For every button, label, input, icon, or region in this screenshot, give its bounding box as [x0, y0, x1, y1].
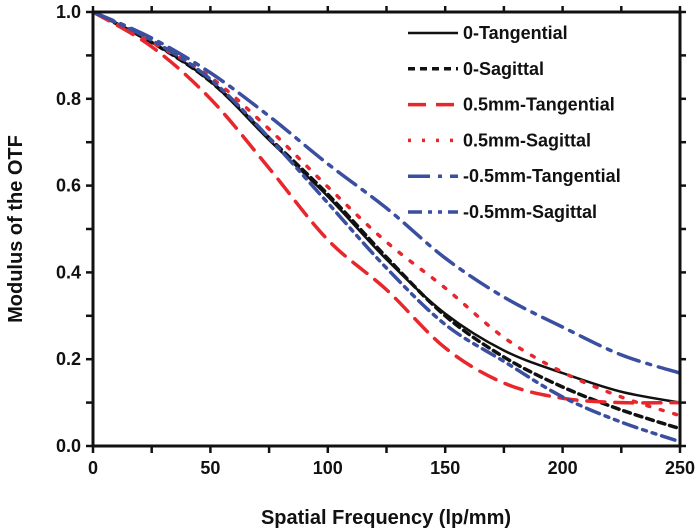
- legend-label: -0.5mm-Tangential: [463, 166, 621, 186]
- x-tick-label: 0: [88, 458, 98, 478]
- x-tick-label: 250: [665, 458, 695, 478]
- x-tick-label: 150: [430, 458, 460, 478]
- y-tick-label: 1.0: [56, 2, 81, 22]
- series-curves: [91, 10, 682, 444]
- y-tick-label: 0.0: [56, 436, 81, 456]
- legend-label: 0-Tangential: [463, 23, 568, 43]
- legend-label: -0.5mm-Sagittal: [463, 202, 597, 222]
- y-axis-label: Modulus of the OTF: [5, 135, 27, 323]
- series-line--0-5mm-tangential: [91, 10, 682, 375]
- axis-ticks: 0 50 100 150 200 250 0.0 0.2 0.4 0.6 0.8 1.0: [56, 2, 695, 478]
- legend-label: 0.5mm-Sagittal: [463, 130, 591, 150]
- x-tick-label: 50: [200, 458, 220, 478]
- y-tick-label: 0.2: [56, 349, 81, 369]
- plot-frame: [91, 10, 682, 448]
- y-tick-label: 0.6: [56, 176, 81, 196]
- x-tick-label: 200: [548, 458, 578, 478]
- series-line--0-5mm-sagittal: [91, 10, 682, 444]
- x-tick-label: 100: [313, 458, 343, 478]
- y-tick-label: 0.4: [56, 262, 81, 282]
- legend-label: 0-Sagittal: [463, 59, 544, 79]
- y-tick-label: 0.8: [56, 89, 81, 109]
- series-line-0-sagittal: [91, 10, 682, 431]
- legend-label: 0.5mm-Tangential: [463, 95, 615, 115]
- x-axis-label: Spatial Frequency (lp/mm): [261, 507, 511, 529]
- legend: 0-Tangential 0-Sagittal 0.5mm-Tangential 0.…: [408, 23, 621, 222]
